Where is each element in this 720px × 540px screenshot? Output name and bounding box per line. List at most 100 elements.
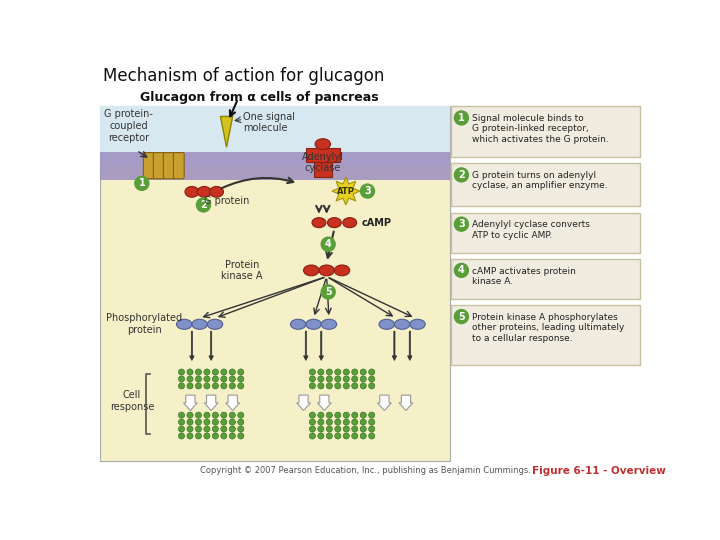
Circle shape — [351, 426, 358, 432]
Text: ATP: ATP — [337, 187, 355, 195]
Circle shape — [454, 309, 469, 325]
FancyBboxPatch shape — [174, 153, 184, 179]
Polygon shape — [332, 177, 360, 205]
Text: 4: 4 — [458, 265, 465, 275]
Circle shape — [204, 383, 210, 389]
Ellipse shape — [410, 319, 426, 329]
Circle shape — [326, 369, 333, 375]
Ellipse shape — [197, 186, 211, 197]
Circle shape — [238, 426, 244, 432]
FancyArrow shape — [399, 395, 413, 410]
Circle shape — [318, 419, 324, 425]
Circle shape — [204, 426, 210, 432]
Circle shape — [221, 433, 227, 439]
Text: 1: 1 — [138, 178, 145, 188]
Ellipse shape — [343, 218, 356, 228]
Circle shape — [187, 376, 193, 382]
Circle shape — [351, 383, 358, 389]
FancyArrow shape — [209, 331, 213, 361]
Text: Cell
response: Cell response — [109, 390, 154, 412]
Circle shape — [221, 426, 227, 432]
Text: G protein turns on adenylyl
cyclase, an amplifier enzyme.: G protein turns on adenylyl cyclase, an … — [472, 171, 608, 191]
Circle shape — [179, 433, 184, 439]
Circle shape — [326, 419, 333, 425]
Circle shape — [318, 433, 324, 439]
Text: Adenylyl
cyclase: Adenylyl cyclase — [302, 152, 343, 173]
Circle shape — [454, 110, 469, 126]
Bar — [99, 106, 450, 461]
Text: Glucagon from α cells of pancreas: Glucagon from α cells of pancreas — [140, 91, 379, 104]
Text: Adenylyl cyclase converts
ATP to cyclic AMP.: Adenylyl cyclase converts ATP to cyclic … — [472, 220, 590, 240]
Ellipse shape — [328, 218, 341, 228]
Circle shape — [326, 376, 333, 382]
Circle shape — [318, 426, 324, 432]
Text: 5: 5 — [325, 287, 332, 297]
Circle shape — [369, 383, 375, 389]
Circle shape — [179, 376, 184, 382]
Circle shape — [195, 383, 202, 389]
Text: cAMP activates protein
kinase A.: cAMP activates protein kinase A. — [472, 267, 576, 286]
Circle shape — [343, 426, 349, 432]
Circle shape — [318, 369, 324, 375]
Circle shape — [195, 412, 202, 418]
Circle shape — [360, 412, 366, 418]
Circle shape — [212, 419, 218, 425]
Text: cAMP: cAMP — [362, 218, 392, 228]
Circle shape — [351, 376, 358, 382]
Circle shape — [343, 369, 349, 375]
Circle shape — [351, 433, 358, 439]
Circle shape — [195, 426, 202, 432]
Circle shape — [221, 412, 227, 418]
FancyArrow shape — [319, 331, 323, 361]
Circle shape — [326, 383, 333, 389]
Circle shape — [320, 284, 336, 300]
FancyArrow shape — [189, 331, 194, 361]
Text: Mechanism of action for glucagon: Mechanism of action for glucagon — [102, 66, 384, 85]
Circle shape — [310, 419, 315, 425]
Ellipse shape — [185, 186, 199, 197]
FancyArrow shape — [408, 331, 412, 361]
Ellipse shape — [306, 319, 321, 329]
FancyArrow shape — [377, 395, 392, 410]
Circle shape — [229, 419, 235, 425]
Text: 2: 2 — [200, 200, 207, 210]
Circle shape — [229, 369, 235, 375]
Circle shape — [179, 426, 184, 432]
Ellipse shape — [315, 139, 330, 150]
Circle shape — [351, 419, 358, 425]
Circle shape — [179, 383, 184, 389]
Circle shape — [335, 369, 341, 375]
Circle shape — [454, 167, 469, 183]
Circle shape — [229, 376, 235, 382]
Text: 2: 2 — [458, 170, 465, 180]
Circle shape — [454, 217, 469, 232]
Circle shape — [454, 262, 469, 278]
Circle shape — [369, 433, 375, 439]
Circle shape — [360, 433, 366, 439]
Circle shape — [229, 433, 235, 439]
Circle shape — [343, 433, 349, 439]
FancyArrow shape — [297, 395, 310, 410]
Ellipse shape — [379, 319, 395, 329]
Text: Figure 6-11 - Overview: Figure 6-11 - Overview — [531, 465, 665, 476]
Circle shape — [221, 419, 227, 425]
Circle shape — [204, 412, 210, 418]
Circle shape — [310, 412, 315, 418]
Circle shape — [335, 433, 341, 439]
Text: 1: 1 — [458, 113, 465, 123]
Circle shape — [204, 419, 210, 425]
FancyBboxPatch shape — [163, 153, 174, 179]
Circle shape — [310, 433, 315, 439]
Bar — [99, 152, 450, 179]
Circle shape — [360, 419, 366, 425]
Circle shape — [318, 376, 324, 382]
Ellipse shape — [304, 265, 319, 276]
Circle shape — [343, 412, 349, 418]
Circle shape — [369, 419, 375, 425]
Circle shape — [196, 197, 211, 213]
Circle shape — [335, 383, 341, 389]
Ellipse shape — [210, 186, 223, 197]
Circle shape — [369, 426, 375, 432]
Circle shape — [360, 376, 366, 382]
Circle shape — [212, 412, 218, 418]
